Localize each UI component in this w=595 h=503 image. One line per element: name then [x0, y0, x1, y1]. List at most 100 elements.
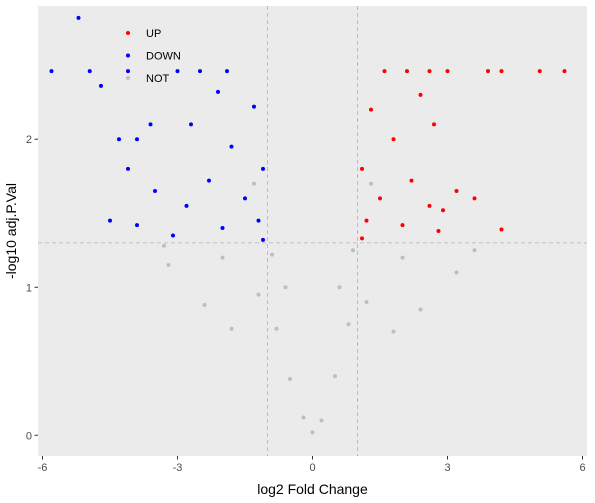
data-point: [153, 189, 157, 194]
data-point: [220, 255, 225, 260]
data-point: [261, 166, 265, 171]
data-point: [229, 326, 234, 331]
data-point: [99, 83, 103, 88]
data-point: [319, 418, 324, 423]
data-points: [49, 15, 567, 435]
data-point: [346, 322, 351, 327]
x-tick-label: 3: [444, 462, 450, 474]
data-point: [454, 189, 459, 194]
data-point: [427, 69, 432, 74]
y-tick-label: 1: [26, 282, 32, 294]
data-point: [405, 69, 409, 74]
legend-key: [126, 53, 130, 58]
axes: -6 -3 0 3 6 0 1 2: [26, 134, 586, 474]
legend-key: [126, 76, 130, 80]
data-point: [337, 285, 342, 290]
data-point: [252, 104, 256, 109]
data-point: [360, 236, 364, 241]
data-point: [198, 69, 202, 74]
data-point: [229, 144, 234, 149]
data-point: [135, 223, 139, 228]
data-point: [351, 248, 355, 253]
data-point: [171, 233, 175, 238]
data-point: [261, 237, 265, 242]
data-point: [486, 69, 490, 74]
legend-label: NOT: [146, 73, 170, 85]
data-point: [436, 229, 441, 233]
x-tick-label: 6: [579, 462, 585, 474]
data-point: [378, 196, 382, 201]
x-tick-label: -6: [38, 462, 48, 474]
x-tick-label: 0: [309, 462, 315, 474]
data-point: [472, 248, 477, 253]
data-point: [445, 69, 450, 74]
legend: UP DOWN NOT: [126, 28, 181, 85]
data-point: [441, 208, 445, 213]
legend-key: [126, 31, 130, 35]
data-point: [270, 252, 274, 257]
data-point: [216, 89, 220, 94]
data-point: [135, 137, 139, 142]
data-point: [400, 255, 405, 260]
data-point: [310, 430, 315, 435]
data-point: [391, 329, 396, 334]
data-point: [184, 203, 189, 208]
data-point: [472, 196, 477, 201]
data-point: [427, 203, 432, 208]
legend-label: UP: [146, 28, 161, 40]
legend-label: DOWN: [146, 51, 181, 63]
data-point: [418, 92, 423, 97]
data-point: [87, 69, 92, 74]
data-point: [189, 122, 193, 127]
series-down: [49, 15, 265, 242]
data-point: [175, 69, 180, 74]
data-point: [432, 122, 436, 127]
data-point: [454, 270, 459, 275]
data-point: [148, 122, 153, 127]
data-point: [274, 326, 279, 331]
data-point: [220, 226, 225, 231]
x-tick-label: -3: [173, 462, 183, 474]
data-point: [252, 181, 256, 186]
data-point: [364, 218, 369, 223]
data-point: [243, 196, 247, 201]
x-axis-title: log2 Fold Change: [257, 481, 368, 497]
data-point: [207, 178, 211, 183]
series-up: [360, 69, 567, 241]
data-point: [283, 285, 288, 290]
data-point: [391, 137, 396, 142]
data-point: [369, 107, 373, 112]
data-point: [117, 137, 121, 142]
plot-panel: [38, 6, 587, 456]
data-point: [108, 218, 112, 223]
data-point: [202, 303, 207, 308]
data-point: [288, 377, 292, 382]
series-not: [162, 181, 477, 435]
y-axis-title: -log10 adj.P.Val: [3, 183, 19, 279]
data-point: [126, 69, 130, 74]
y-tick-label: 2: [26, 134, 32, 146]
data-point: [256, 292, 261, 297]
data-point: [225, 69, 229, 74]
data-point: [126, 166, 130, 171]
threshold-lines: [38, 6, 587, 456]
data-point: [382, 69, 387, 74]
data-point: [301, 415, 306, 420]
data-point: [166, 263, 171, 268]
data-point: [360, 166, 364, 171]
data-point: [499, 227, 504, 232]
data-point: [499, 69, 504, 74]
data-point: [333, 374, 337, 379]
data-point: [76, 15, 81, 20]
y-tick-label: 0: [26, 430, 32, 442]
data-point: [537, 69, 542, 74]
data-point: [256, 218, 261, 223]
data-point: [418, 307, 423, 312]
data-point: [49, 69, 54, 74]
data-point: [409, 178, 414, 183]
data-point: [562, 69, 567, 74]
data-point: [162, 243, 166, 248]
data-point: [400, 223, 405, 228]
data-point: [364, 300, 369, 305]
